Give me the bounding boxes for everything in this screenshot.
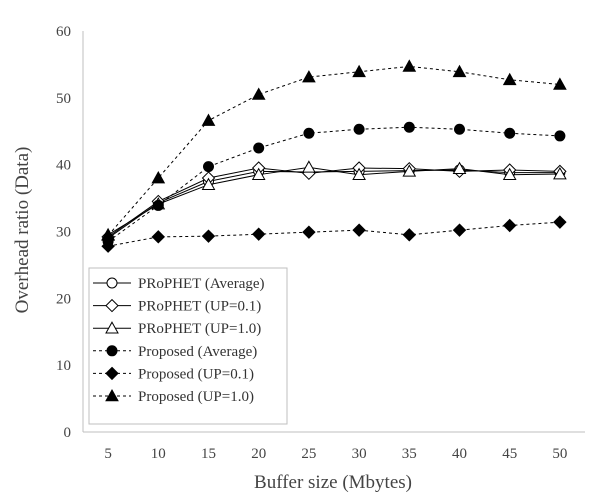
data-point	[251, 167, 266, 180]
data-point	[502, 167, 517, 180]
data-point	[203, 161, 214, 173]
series-line	[107, 65, 560, 236]
data-point	[201, 229, 216, 243]
series-6	[101, 59, 567, 241]
series-line	[107, 166, 560, 236]
data-point	[302, 70, 316, 83]
x-tick-label: 25	[301, 446, 316, 462]
data-point	[151, 230, 166, 244]
legend-label: Proposed (UP=0.1)	[138, 366, 254, 382]
data-point	[352, 64, 366, 78]
x-tick-label: 40	[452, 446, 467, 462]
data-point	[251, 227, 266, 241]
data-point	[554, 130, 566, 142]
y-tick-label: 10	[56, 358, 71, 374]
y-tick-label: 40	[56, 158, 71, 174]
data-point	[452, 223, 467, 237]
series-3	[101, 160, 567, 241]
series-group	[101, 59, 567, 253]
series-line	[108, 221, 560, 247]
y-tick-labels: 0 10 20 30 40 50 60	[56, 24, 71, 441]
y-tick-label: 50	[56, 91, 71, 107]
series-1	[102, 164, 566, 244]
y-axis-title: Overhead ratio (Data)	[12, 147, 33, 314]
legend-marker	[105, 298, 119, 313]
y-tick-label: 0	[64, 425, 72, 441]
x-tick-label: 15	[201, 446, 216, 462]
data-point	[502, 72, 517, 86]
legend-box	[88, 267, 288, 425]
legend-label: PRoPHET (UP=1.0)	[138, 321, 261, 337]
data-point	[201, 177, 216, 191]
data-point	[452, 64, 467, 78]
legend-marker	[105, 388, 119, 402]
data-point	[402, 164, 417, 177]
data-point	[402, 228, 417, 242]
legend-marker	[105, 321, 119, 334]
legend-label: PRoPHET (Average)	[138, 276, 265, 292]
data-point	[502, 218, 517, 233]
data-point	[303, 127, 315, 139]
data-point	[553, 166, 567, 180]
series-2	[101, 161, 567, 244]
x-tick-label: 35	[402, 446, 417, 462]
series-5	[101, 215, 567, 253]
data-point	[402, 59, 417, 72]
data-point	[352, 223, 366, 237]
y-tick-label: 20	[56, 291, 71, 307]
x-tick-label: 30	[352, 446, 367, 462]
legend-label: Proposed (Average)	[138, 344, 257, 360]
legend-item: PRoPHET (UP=1.0)	[93, 321, 261, 337]
data-point	[253, 142, 265, 154]
data-point	[302, 225, 316, 239]
x-tick-label: 20	[251, 446, 266, 462]
legend-marker	[106, 345, 118, 357]
legend-marker	[105, 366, 119, 381]
series-4	[102, 121, 566, 248]
data-point	[504, 127, 516, 139]
x-axis-title: Buffer size (Mbytes)	[254, 472, 412, 493]
legend-item: Proposed (UP=0.1)	[93, 366, 254, 382]
x-tick-label: 10	[151, 446, 166, 462]
data-point	[454, 123, 465, 135]
data-point	[452, 161, 467, 174]
axes	[82, 31, 585, 433]
legend-label: Proposed (UP=1.0)	[138, 389, 254, 405]
data-point	[353, 123, 365, 135]
y-tick-label: 30	[56, 225, 71, 241]
y-tick-label: 60	[56, 24, 71, 40]
data-point	[201, 113, 216, 126]
legend-item: PRoPHET (Average)	[93, 276, 265, 292]
data-point	[553, 77, 567, 90]
legend-item: PRoPHET (UP=0.1)	[93, 299, 261, 315]
x-tick-label: 45	[502, 446, 517, 462]
data-point	[352, 167, 366, 180]
legend-label: PRoPHET (UP=0.1)	[138, 299, 261, 315]
data-point	[152, 199, 164, 211]
legend-marker	[106, 277, 118, 289]
x-tick-labels: 5 10 15 20 25 30 35 40 45 50	[104, 446, 567, 462]
x-tick-label: 50	[552, 446, 567, 462]
legend: PRoPHET (Average) PRoPHET (UP=0.1) PRoPHET…	[88, 267, 288, 425]
data-point	[101, 239, 115, 253]
series-line	[107, 169, 560, 239]
legend-item: Proposed (UP=1.0)	[93, 388, 254, 405]
data-point	[553, 215, 567, 229]
data-point	[251, 87, 266, 100]
data-point	[302, 160, 316, 173]
data-point	[403, 121, 415, 133]
x-tick-label: 5	[104, 446, 112, 462]
series-line	[107, 126, 560, 242]
data-point	[151, 171, 166, 184]
data-point	[101, 228, 115, 241]
series-line	[107, 167, 560, 238]
legend-item: Proposed (Average)	[93, 344, 257, 360]
